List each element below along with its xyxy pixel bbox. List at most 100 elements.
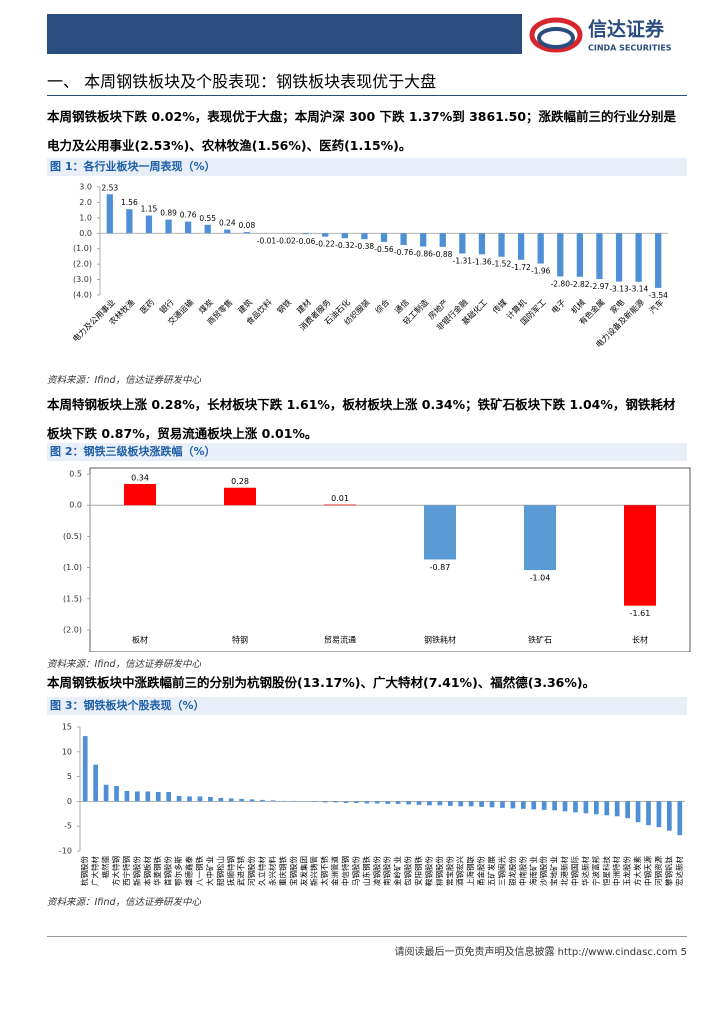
x-tick-label: 久立特材 <box>257 856 267 886</box>
data-label: 0.76 <box>180 211 197 220</box>
data-label: -1.61 <box>630 609 651 618</box>
x-tick-label: 常宝股份 <box>444 856 454 886</box>
bar <box>420 233 427 247</box>
y-tick-label: 0.0 <box>69 501 82 510</box>
bar <box>82 736 88 802</box>
x-tick-label: 永兴材料 <box>267 856 277 886</box>
paragraph: 本周钢铁板块中涨跌幅前三的分别为杭钢股份(13.17%)、广大特材(7.41%)… <box>47 675 596 690</box>
bar <box>228 798 234 802</box>
x-tick-label: 大中矿业 <box>204 856 214 886</box>
bar <box>520 801 526 809</box>
x-tick-label: 包钢股份 <box>403 856 413 886</box>
y-tick-label: (2.0) <box>63 626 82 635</box>
bar <box>537 233 544 264</box>
bar <box>517 233 525 260</box>
bar <box>224 487 256 506</box>
x-tick-label: 盛德鑫泰 <box>184 856 194 886</box>
chart: 0.5 0.0 (0.5) (1.0) (1.5) (2.0) 0.34 板材 0.28 特钢 0.… <box>63 467 691 652</box>
chart: 15 10 5 0 -5 -10 杭钢股份 广大特材 福然德 方大特钢 西宁特钢 新钢股份 本钢板材 华菱… <box>59 723 685 886</box>
y-tick-label: (1.0) <box>63 563 82 572</box>
x-tick-label: 韶钢松山 <box>215 856 225 886</box>
x-tick-label: 宝钢股份 <box>288 856 298 886</box>
x-tick-label: 铁矿石 <box>528 635 552 645</box>
x-tick-label: 酒钢宏兴 <box>455 856 465 886</box>
x-tick-label: 广大特材 <box>90 856 100 886</box>
bar <box>468 801 474 807</box>
bar <box>447 801 453 806</box>
data-label: -2.80 <box>551 279 571 288</box>
footer-text: 请阅读最后一页免责声明及信息披露 http://www.cindasc.com <box>394 947 678 958</box>
y-tick-label: 2.0 <box>79 198 92 207</box>
bar <box>655 233 662 288</box>
x-tick-label: 鞍钢股份 <box>423 856 433 886</box>
bar <box>667 801 672 831</box>
bar <box>424 505 456 560</box>
data-label: -0.87 <box>430 563 451 572</box>
x-tick-label: 中信特钢 <box>340 856 350 886</box>
data-label: -0.76 <box>394 248 414 257</box>
logo-cn: 信达证券 <box>588 18 665 41</box>
x-tick-label: 华达新材 <box>580 856 590 886</box>
bar <box>635 233 642 282</box>
bar <box>333 801 338 803</box>
bar <box>224 229 231 234</box>
bar <box>341 233 348 239</box>
bar <box>260 799 265 802</box>
bar <box>145 791 151 802</box>
bar <box>557 233 564 277</box>
x-tick-label: 安阳钢铁 <box>413 856 423 886</box>
y-tick-label: -10 <box>59 847 72 856</box>
bar <box>218 797 224 802</box>
x-tick-label: 上海钢联 <box>465 856 475 886</box>
x-tick-label: 首钢股份 <box>163 856 173 886</box>
bar <box>458 801 464 807</box>
x-tick-label: 中钢天源 <box>642 856 652 886</box>
data-label: -1.52 <box>492 260 512 269</box>
data-label: -0.86 <box>413 250 433 259</box>
y-tick-label: -5 <box>64 822 72 831</box>
bar <box>573 801 578 813</box>
data-label: -0.02 <box>276 237 296 246</box>
x-tick-label: 鄂尔多斯 <box>173 856 183 886</box>
x-tick-label: 银龙股份 <box>507 856 517 886</box>
paragraph: 本周特钢板块上涨 0.28%，长材板块下跌 1.61%，板材板块上涨 0.34%… <box>47 397 676 441</box>
x-tick-label: 北港新材 <box>559 856 569 886</box>
header-bar <box>47 14 522 54</box>
bar <box>500 801 505 808</box>
bar <box>576 233 583 277</box>
bar <box>155 791 161 802</box>
bar <box>531 801 537 810</box>
data-label: 2.53 <box>101 183 118 192</box>
data-label: -1.31 <box>453 256 473 265</box>
x-tick-label: 海南矿业 <box>528 856 538 886</box>
bar <box>593 801 599 815</box>
bar <box>166 791 172 802</box>
data-label: 0.28 <box>231 477 249 486</box>
bar <box>541 801 547 810</box>
bar <box>114 786 119 802</box>
x-tick-label: 重庆钢铁 <box>277 856 287 886</box>
x-tick-label: 凌钢股份 <box>371 856 381 886</box>
x-tick-label: 南钢股份 <box>382 856 392 886</box>
bar <box>635 801 641 823</box>
bar <box>176 795 182 802</box>
x-tick-label: 太钢不锈 <box>319 856 329 886</box>
bar <box>343 801 349 803</box>
x-tick-label: 杭钢股份 <box>79 856 89 886</box>
bar <box>204 224 211 234</box>
y-tick-label: 1.0 <box>79 213 92 222</box>
x-tick-label: 河钢股份 <box>246 856 256 886</box>
bar <box>677 801 683 836</box>
bar <box>197 796 203 802</box>
data-label: 0.01 <box>331 494 349 503</box>
x-tick-label: 甬金股份 <box>476 856 486 886</box>
bar <box>406 801 411 805</box>
bar <box>270 800 276 802</box>
plot-frame <box>89 467 691 652</box>
bar <box>302 233 309 235</box>
bar <box>624 505 656 606</box>
x-tick-label: 五矿发展 <box>486 856 496 886</box>
x-tick-label: 特钢 <box>232 635 248 645</box>
bar <box>380 233 388 242</box>
